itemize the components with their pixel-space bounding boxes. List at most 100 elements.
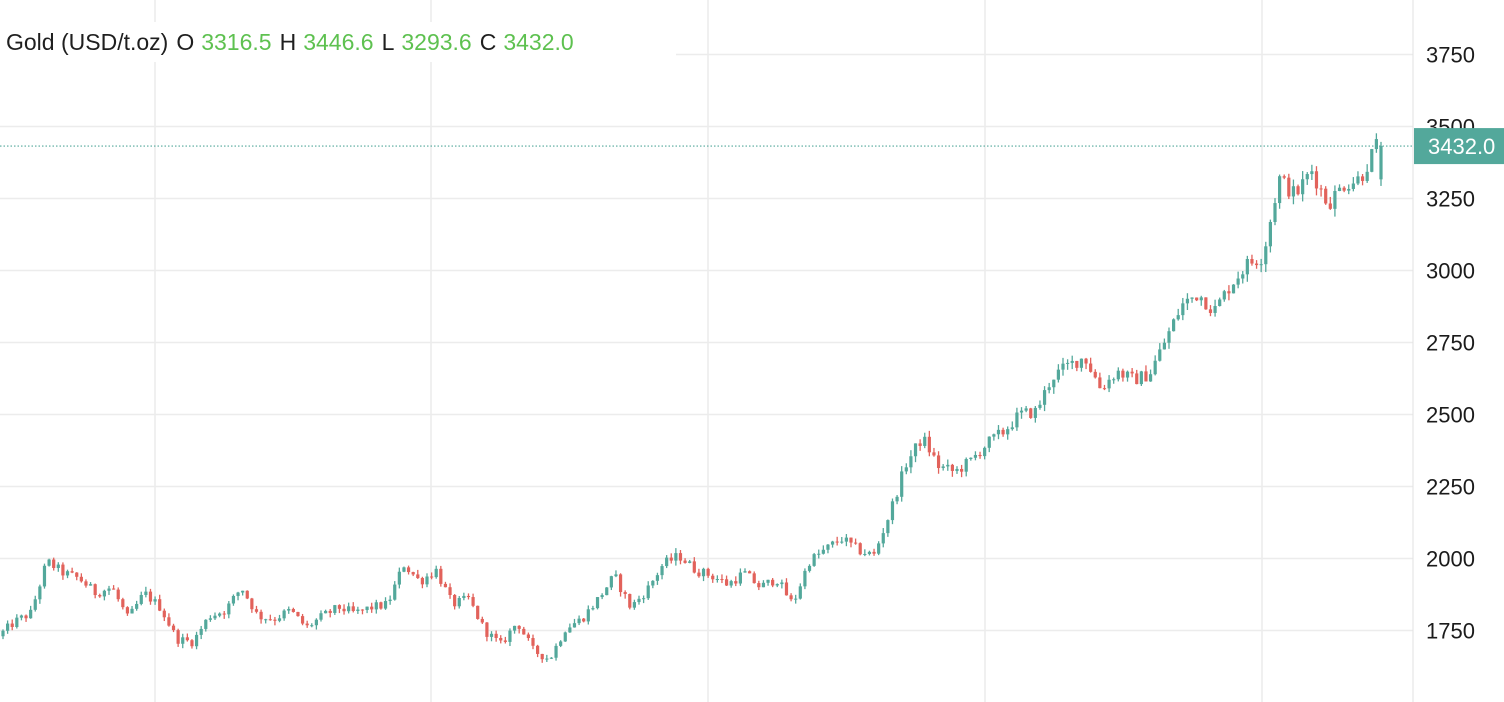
candle-body bbox=[595, 597, 600, 609]
candle-body bbox=[231, 595, 236, 604]
candle bbox=[946, 459, 950, 471]
candle bbox=[1075, 360, 1079, 372]
candle bbox=[93, 583, 97, 599]
candle bbox=[678, 550, 683, 565]
candle-body bbox=[706, 568, 710, 576]
candle-body bbox=[162, 610, 166, 618]
candle-body bbox=[660, 566, 664, 576]
candle bbox=[632, 599, 636, 610]
candle-body bbox=[577, 618, 581, 624]
candle bbox=[360, 609, 365, 615]
candle-body bbox=[88, 584, 93, 586]
candle-body bbox=[508, 630, 512, 642]
candle bbox=[992, 433, 996, 441]
candle bbox=[499, 635, 503, 644]
candle-body bbox=[208, 618, 212, 620]
candle-body bbox=[1360, 176, 1365, 181]
candle-body bbox=[549, 657, 554, 659]
candle bbox=[102, 589, 106, 601]
candle bbox=[29, 605, 33, 619]
candle-body bbox=[540, 653, 544, 660]
candle-body bbox=[752, 573, 756, 584]
candle-body bbox=[978, 454, 982, 457]
candle bbox=[969, 457, 973, 461]
candle bbox=[42, 563, 47, 589]
candle bbox=[277, 614, 282, 623]
candle bbox=[1356, 171, 1360, 186]
candle-body bbox=[1208, 309, 1213, 313]
candle-body bbox=[1337, 187, 1342, 191]
candle bbox=[1222, 289, 1226, 302]
candle bbox=[568, 623, 572, 633]
candle-body bbox=[356, 609, 360, 611]
candle-body bbox=[489, 633, 494, 637]
candle-body bbox=[296, 611, 300, 617]
candle-body bbox=[56, 564, 60, 568]
candle bbox=[918, 439, 922, 451]
candle-body bbox=[1061, 363, 1065, 370]
candle-body bbox=[503, 640, 507, 642]
candle bbox=[1093, 369, 1097, 379]
candle bbox=[1148, 369, 1153, 382]
candle bbox=[1089, 357, 1093, 373]
candle-body bbox=[1075, 360, 1079, 368]
candle-body bbox=[1093, 371, 1097, 378]
candle bbox=[199, 625, 203, 640]
candle bbox=[1190, 297, 1194, 303]
candle-body bbox=[176, 630, 180, 644]
candle bbox=[1241, 271, 1245, 284]
candle bbox=[411, 571, 415, 577]
candle-body bbox=[531, 638, 535, 646]
candle-body bbox=[1227, 291, 1231, 294]
candle-body bbox=[807, 565, 812, 571]
candle-body bbox=[766, 579, 770, 583]
candle-body bbox=[1066, 362, 1070, 364]
candle bbox=[70, 567, 74, 574]
candle-body bbox=[153, 599, 157, 602]
candle bbox=[245, 590, 249, 600]
candle bbox=[351, 602, 355, 613]
candle-body bbox=[75, 572, 79, 577]
candle bbox=[651, 580, 655, 589]
candle-body bbox=[936, 455, 941, 469]
candle bbox=[1176, 308, 1180, 321]
candle bbox=[1024, 405, 1028, 413]
candle-body bbox=[1254, 263, 1259, 266]
candle-body bbox=[826, 544, 830, 550]
candle-body bbox=[701, 568, 706, 577]
candle bbox=[494, 630, 498, 642]
candle-body bbox=[1181, 303, 1185, 316]
candle-body bbox=[406, 567, 411, 573]
candle bbox=[333, 604, 337, 615]
candle bbox=[1056, 364, 1060, 383]
candle-body bbox=[453, 594, 457, 607]
close-key: C bbox=[479, 28, 497, 55]
candle-body bbox=[748, 571, 752, 574]
candle-body bbox=[1047, 387, 1051, 391]
candle bbox=[1291, 179, 1296, 205]
candle bbox=[674, 548, 678, 566]
candle-body bbox=[1314, 171, 1319, 189]
candle-body bbox=[812, 554, 816, 566]
candle bbox=[840, 537, 844, 544]
candle-body bbox=[1, 630, 5, 637]
candle-body bbox=[1356, 176, 1360, 184]
candle-body bbox=[171, 625, 176, 631]
candle-body bbox=[383, 601, 388, 609]
candle-body bbox=[614, 574, 618, 577]
candle bbox=[388, 595, 392, 605]
candle bbox=[692, 557, 696, 574]
candle-body bbox=[1070, 360, 1074, 363]
candle-body bbox=[1264, 246, 1268, 265]
candle-body bbox=[70, 571, 74, 573]
candle bbox=[701, 567, 706, 582]
candle-body bbox=[1379, 146, 1383, 180]
candle bbox=[1250, 254, 1254, 266]
candle bbox=[33, 595, 37, 612]
candle-body bbox=[158, 599, 162, 611]
candle bbox=[1213, 299, 1217, 317]
candle bbox=[503, 636, 507, 644]
candle bbox=[443, 581, 448, 588]
candle bbox=[618, 573, 623, 597]
